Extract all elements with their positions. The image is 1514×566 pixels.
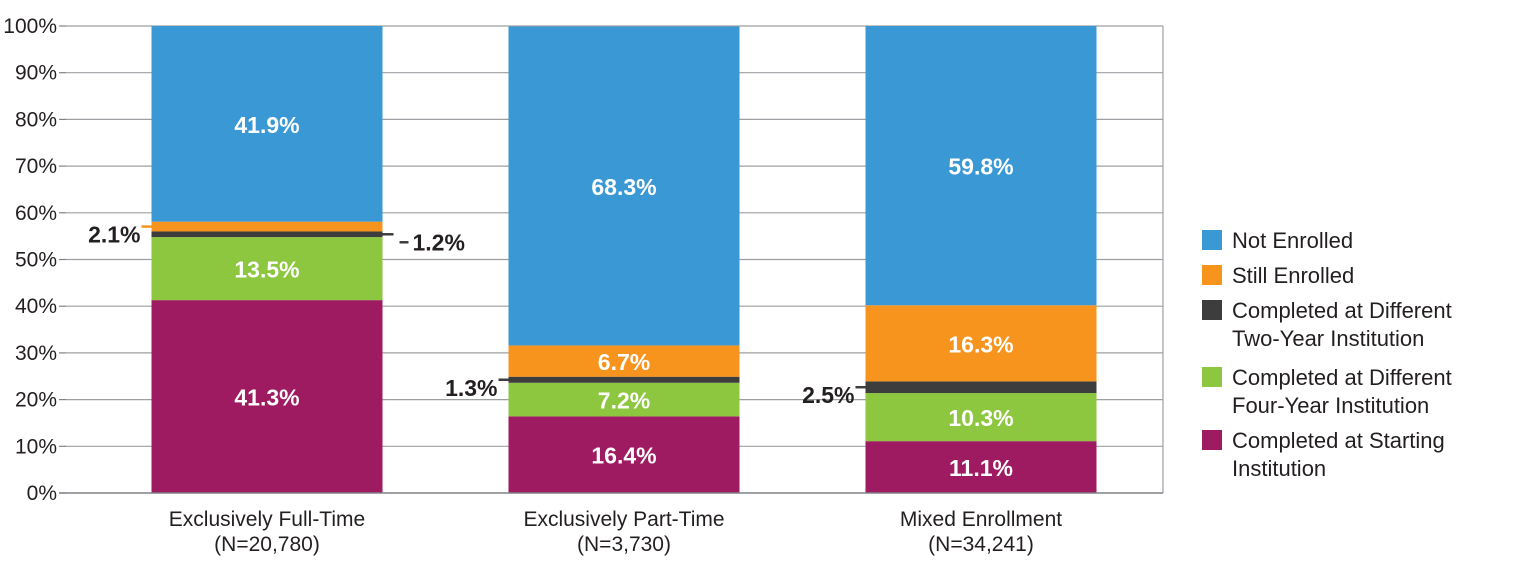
data-label: 59.8% <box>948 154 1013 180</box>
bar-segment <box>865 26 1097 306</box>
data-label: 1.2% <box>413 229 465 255</box>
legend-label: Still Enrolled <box>1232 263 1354 288</box>
bar-segment <box>508 382 740 417</box>
legend-swatch <box>1202 230 1222 250</box>
y-tick-label: 90% <box>15 62 57 85</box>
data-label: 41.9% <box>234 112 299 138</box>
data-label: 41.3% <box>234 385 299 411</box>
y-tick-label: 70% <box>15 155 57 178</box>
legend-label: Completed at Different <box>1232 298 1452 323</box>
data-label: 6.7% <box>598 349 650 375</box>
y-tick-label: 80% <box>15 108 57 131</box>
legend-label: Completed at Starting <box>1232 428 1445 453</box>
data-label: 7.2% <box>598 388 650 414</box>
bar-segment <box>865 305 1097 382</box>
y-tick-label: 20% <box>15 389 57 412</box>
category-label: (N=20,780) <box>214 533 320 556</box>
y-tick-label: 30% <box>15 342 57 365</box>
bar-segment <box>508 376 740 383</box>
legend-swatch <box>1202 367 1222 387</box>
legend-swatch <box>1202 300 1222 320</box>
bar-segment <box>865 381 1097 394</box>
y-tick-label: 10% <box>15 435 57 458</box>
legend-swatch <box>1202 265 1222 285</box>
data-label: 16.3% <box>948 331 1013 357</box>
data-label: 2.1% <box>88 222 140 248</box>
category-label: (N=34,241) <box>928 533 1034 556</box>
bar-segment <box>865 441 1097 493</box>
y-tick-label: 0% <box>27 482 57 505</box>
data-label: 2.5% <box>802 382 854 408</box>
data-label: 11.1% <box>949 455 1013 481</box>
bar-segment <box>151 300 383 493</box>
bar-segment <box>508 345 740 377</box>
y-tick-label: 60% <box>15 202 57 225</box>
data-label: 16.4% <box>591 443 656 469</box>
bar-segment <box>508 26 740 346</box>
bar-segment <box>151 221 383 232</box>
legend-swatch <box>1202 430 1222 450</box>
category-label: Exclusively Full-Time <box>169 508 365 531</box>
data-label: 1.3% <box>445 375 497 401</box>
data-label: 10.3% <box>948 405 1013 431</box>
bar-segment <box>151 231 383 238</box>
bar-segment <box>865 393 1097 442</box>
y-tick-label: 50% <box>15 249 57 272</box>
y-tick-label: 100% <box>3 15 57 38</box>
data-label: 13.5% <box>234 257 299 283</box>
legend-label: Institution <box>1232 456 1326 481</box>
data-label: 68.3% <box>591 174 656 200</box>
bar-segment <box>508 416 740 493</box>
legend-label: Completed at Different <box>1232 365 1452 390</box>
bar-segment <box>151 26 383 222</box>
category-label: Mixed Enrollment <box>900 508 1062 531</box>
category-label: Exclusively Part-Time <box>523 508 724 531</box>
legend-label: Four-Year Institution <box>1232 393 1429 418</box>
category-label: (N=3,730) <box>577 533 671 556</box>
bar-segment <box>151 237 383 301</box>
legend-label: Two-Year Institution <box>1232 326 1424 351</box>
legend-label: Not Enrolled <box>1232 228 1353 253</box>
y-tick-label: 40% <box>15 295 57 318</box>
